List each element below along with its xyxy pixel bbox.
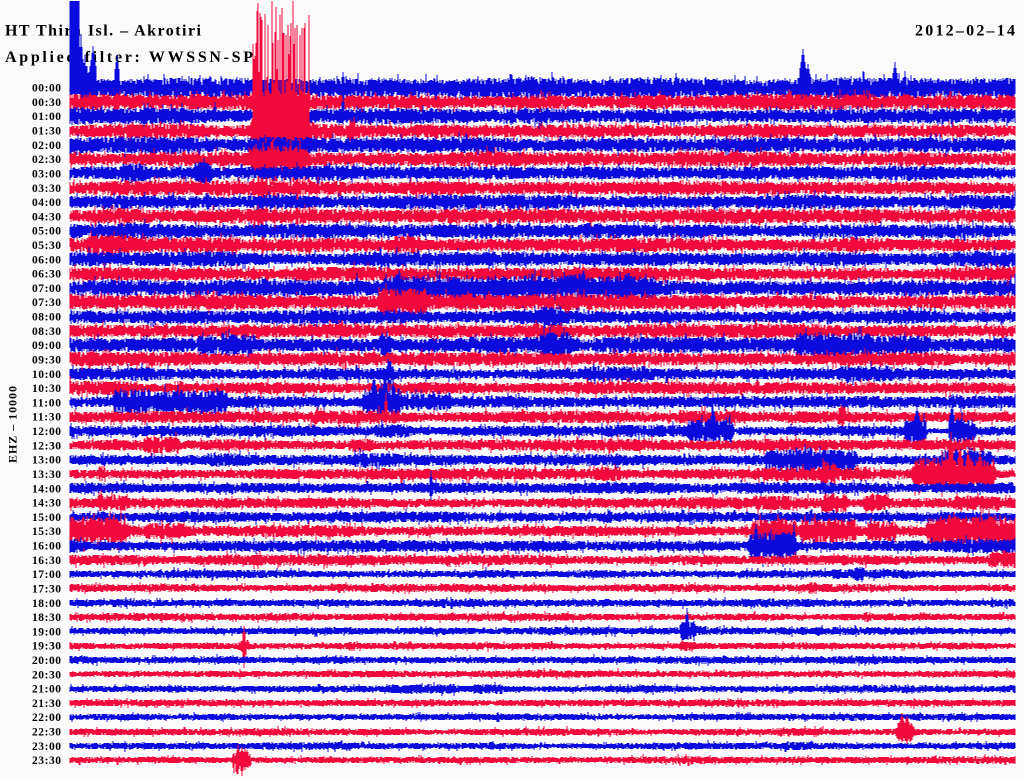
svg-text:10:30: 10:30 [32,383,61,395]
svg-text:EHZ – 10000: EHZ – 10000 [6,386,20,463]
svg-text:07:00: 07:00 [32,283,61,295]
svg-text:09:30: 09:30 [32,355,61,367]
svg-text:10:00: 10:00 [32,369,61,381]
svg-text:16:30: 16:30 [32,555,61,567]
svg-text:14:30: 14:30 [32,498,61,510]
svg-text:01:00: 01:00 [32,111,61,123]
svg-text:03:30: 03:30 [32,183,61,195]
svg-text:04:30: 04:30 [32,211,61,223]
svg-text:21:30: 21:30 [32,698,61,710]
svg-text:06:00: 06:00 [32,254,61,266]
svg-text:06:30: 06:30 [32,269,61,281]
svg-text:13:30: 13:30 [32,469,61,481]
svg-text:02:30: 02:30 [32,154,61,166]
svg-text:15:00: 15:00 [32,512,61,524]
svg-text:12:00: 12:00 [32,426,61,438]
svg-text:00:30: 00:30 [32,97,61,109]
svg-text:20:30: 20:30 [32,669,61,681]
svg-text:17:00: 17:00 [32,569,61,581]
svg-text:16:00: 16:00 [32,541,61,553]
svg-text:01:30: 01:30 [32,126,61,138]
svg-text:05:30: 05:30 [32,240,61,252]
svg-text:03:00: 03:00 [32,169,61,181]
svg-text:08:00: 08:00 [32,312,61,324]
svg-text:23:00: 23:00 [32,741,61,753]
svg-text:18:00: 18:00 [32,598,61,610]
svg-text:19:00: 19:00 [32,626,61,638]
svg-text:20:00: 20:00 [32,655,61,667]
svg-text:18:30: 18:30 [32,612,61,624]
svg-text:05:00: 05:00 [32,226,61,238]
svg-text:15:30: 15:30 [32,526,61,538]
svg-text:Applied filter: WWSSN-SP: Applied filter: WWSSN-SP [5,49,253,66]
svg-text:14:00: 14:00 [32,483,61,495]
svg-text:00:00: 00:00 [32,83,61,95]
svg-text:22:00: 22:00 [32,712,61,724]
svg-text:12:30: 12:30 [32,440,61,452]
svg-text:11:00: 11:00 [32,397,61,409]
svg-text:11:30: 11:30 [32,412,61,424]
svg-text:07:30: 07:30 [32,297,61,309]
svg-text:22:30: 22:30 [32,727,61,739]
svg-text:21:00: 21:00 [32,684,61,696]
svg-text:HT Thira Isl. – Akrotiri: HT Thira Isl. – Akrotiri [5,23,202,40]
svg-text:17:30: 17:30 [32,584,61,596]
svg-text:23:30: 23:30 [32,755,61,767]
svg-text:04:00: 04:00 [32,197,61,209]
svg-text:13:00: 13:00 [32,455,61,467]
svg-text:09:00: 09:00 [32,340,61,352]
svg-text:08:30: 08:30 [32,326,61,338]
svg-text:19:30: 19:30 [32,641,61,653]
svg-text:02:00: 02:00 [32,140,61,152]
